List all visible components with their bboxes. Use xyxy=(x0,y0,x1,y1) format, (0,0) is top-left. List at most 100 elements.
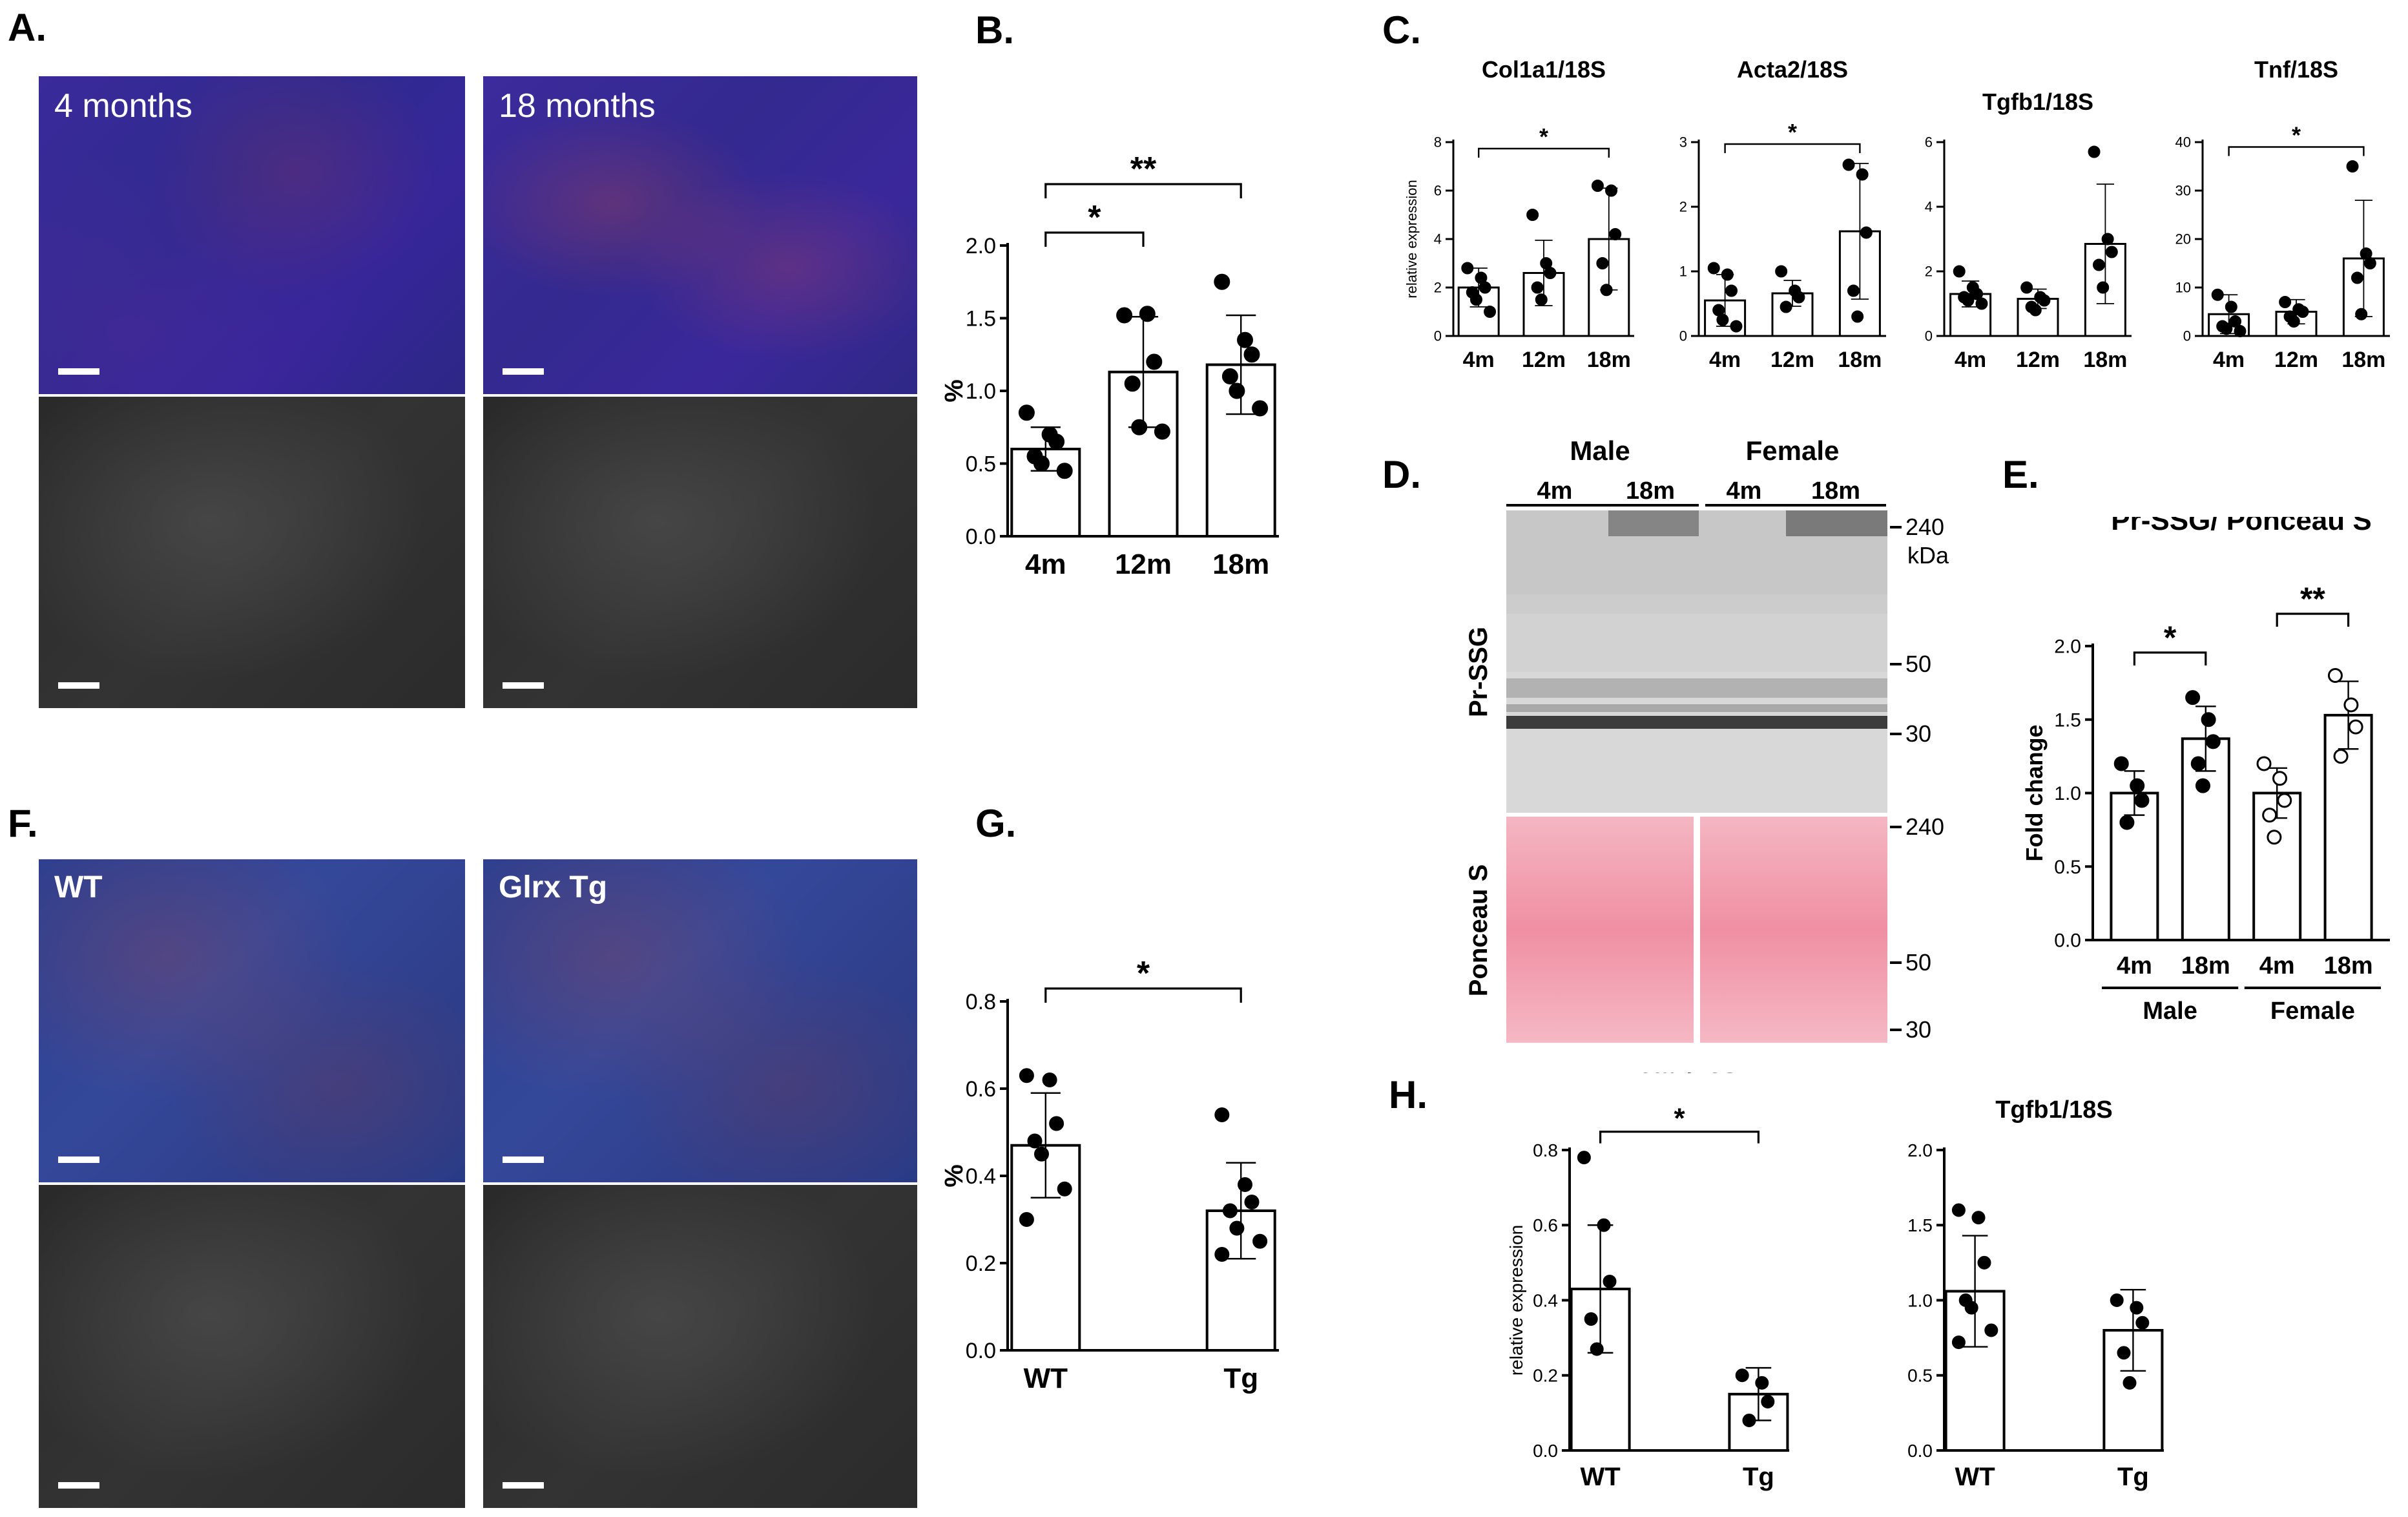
blot-pr-ssg xyxy=(1506,510,1887,813)
y-tick-label: 2.0 xyxy=(1907,1140,1933,1160)
data-point xyxy=(2134,793,2150,808)
data-point xyxy=(2190,756,2206,771)
data-point xyxy=(2185,690,2201,706)
scale-bar xyxy=(503,1156,544,1163)
data-point xyxy=(1469,293,1482,306)
data-point xyxy=(2220,322,2233,335)
data-point xyxy=(1056,463,1073,479)
data-point xyxy=(1725,284,1738,297)
data-point xyxy=(2262,808,2278,823)
data-point xyxy=(2097,281,2110,294)
data-point xyxy=(1252,400,1269,417)
data-point xyxy=(1238,1177,1252,1192)
y-tick-label: 2 xyxy=(1925,264,1933,280)
data-point xyxy=(1139,306,1156,322)
data-point xyxy=(1755,1376,1769,1390)
data-point xyxy=(1775,265,1788,278)
y-tick-label: 0.4 xyxy=(1533,1290,1558,1310)
blot-group-female: Female xyxy=(1746,435,1840,466)
data-point xyxy=(2211,288,2224,301)
data-point xyxy=(2351,271,2363,284)
blot-age-label: 4m xyxy=(1537,477,1573,505)
x-tick-label: 12m xyxy=(2016,348,2060,372)
data-point xyxy=(1860,226,1873,239)
data-point xyxy=(1131,419,1148,435)
x-tick-label: 18m xyxy=(2181,952,2230,979)
data-point xyxy=(1780,300,1792,313)
data-point xyxy=(1479,281,1491,294)
data-point xyxy=(1735,1368,1749,1383)
data-point xyxy=(1707,262,1720,275)
data-point xyxy=(1124,375,1141,392)
data-point xyxy=(2272,771,2288,786)
data-point xyxy=(1018,404,1035,421)
y-tick-label: 1.5 xyxy=(1907,1215,1933,1235)
data-point xyxy=(1603,1274,1617,1288)
data-point xyxy=(1544,267,1557,279)
data-point xyxy=(1252,1233,1268,1249)
data-point xyxy=(1237,331,1253,348)
data-point xyxy=(2267,830,2282,845)
data-point xyxy=(2088,145,2101,158)
x-tick-label: 4m xyxy=(1463,348,1495,372)
data-point xyxy=(1526,209,1539,221)
data-point xyxy=(1962,294,1975,307)
data-point xyxy=(2092,258,2105,271)
scale-bar xyxy=(58,368,99,375)
significance-bracket xyxy=(2228,146,2365,156)
y-tick-label: 1.0 xyxy=(966,379,996,404)
data-point xyxy=(1214,1247,1230,1262)
chart-title: Acta2/18S xyxy=(1737,56,1848,83)
x-tick-label: 4m xyxy=(1025,549,1066,580)
y-tick-label: 30 xyxy=(2175,183,2191,199)
data-point xyxy=(1984,1323,1998,1337)
micrograph-f-wt-color: WT xyxy=(39,859,465,1182)
data-point xyxy=(1048,434,1065,450)
chart-title: Col1a1/18S xyxy=(1482,56,1606,83)
data-point xyxy=(1034,1146,1049,1162)
y-tick-label: 1.0 xyxy=(1907,1290,1933,1310)
data-point xyxy=(1964,1301,1978,1315)
chart-c-col1a1: Col1a1/18S 0 2 4 6 8 relative expression 4m 12m 1… xyxy=(1404,56,1634,372)
blot-age-label: 18m xyxy=(1811,477,1860,505)
data-point xyxy=(1033,455,1050,472)
y-tick-label: 2 xyxy=(1434,280,1442,296)
x-tick-label: 12m xyxy=(2274,348,2318,372)
y-tick-label: 0.2 xyxy=(966,1251,996,1276)
data-point xyxy=(2101,233,2114,246)
chart-c-tnf: Tnf/18S 0 10 20 30 40 4m 12m 18m * xyxy=(2175,56,2390,372)
data-point xyxy=(1461,262,1474,275)
y-axis-label: Fold change xyxy=(2021,724,2048,861)
x-tick-label: 4m xyxy=(2213,348,2245,372)
data-point xyxy=(2105,246,2118,258)
blot-row-label: Ponceau S xyxy=(1464,864,1493,997)
y-tick-label: 4 xyxy=(1925,199,1933,215)
panel-label-e: E. xyxy=(2002,453,2039,496)
chart-title: Pr-SSG/ Ponceau S xyxy=(2111,517,2371,536)
marker-label: 50 xyxy=(1905,949,1931,976)
data-point xyxy=(2348,719,2363,735)
y-tick-label: 40 xyxy=(2175,134,2191,151)
data-point xyxy=(2117,1346,2131,1360)
x-tick-label: 18m xyxy=(2324,952,2373,979)
y-tick-label: 0.5 xyxy=(2054,857,2081,878)
data-point xyxy=(2296,306,2309,318)
data-point xyxy=(1591,180,1604,192)
data-point xyxy=(2346,160,2359,173)
significance-bracket xyxy=(1044,231,1145,247)
data-point xyxy=(1049,1116,1064,1131)
data-point xyxy=(1953,265,1966,278)
x-tick-label: 18m xyxy=(2341,348,2385,372)
x-tick-label: WT xyxy=(1581,1463,1621,1491)
x-tick-label: 4m xyxy=(2259,952,2295,979)
y-tick-label: 2.0 xyxy=(966,234,996,258)
x-tick-label: 12m xyxy=(1115,549,1172,580)
y-tick-label: 6 xyxy=(1925,134,1933,151)
significance-bracket xyxy=(1478,147,1610,158)
y-tick-label: 0.0 xyxy=(1907,1441,1933,1461)
data-point xyxy=(1851,310,1864,323)
data-point xyxy=(1977,1255,1991,1270)
significance-label: * xyxy=(1674,1103,1685,1135)
data-point xyxy=(1600,284,1613,297)
